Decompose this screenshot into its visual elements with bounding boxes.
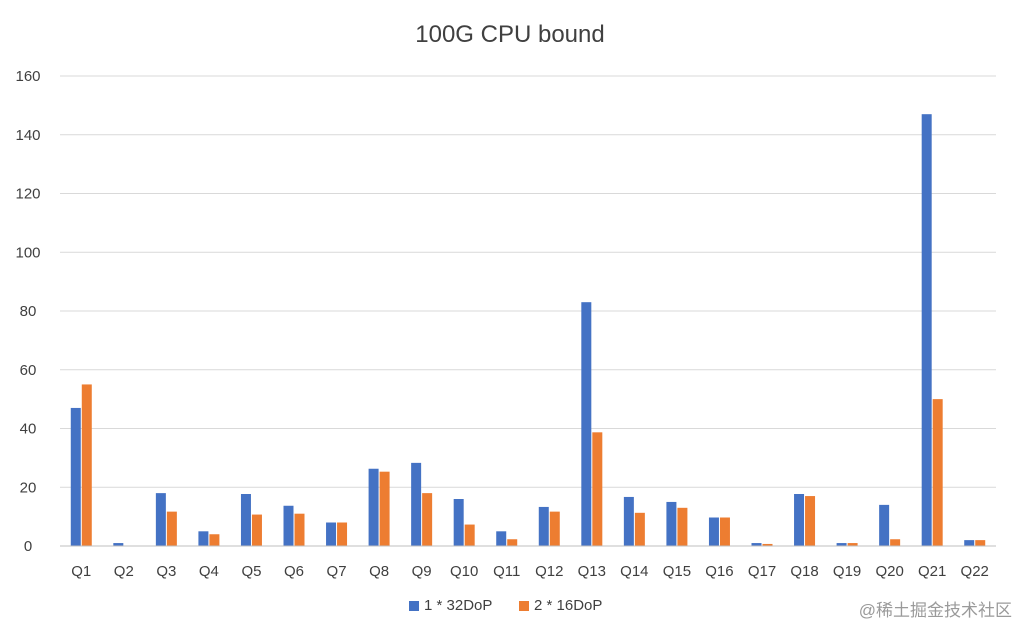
bar-q7-series-1 xyxy=(326,522,337,546)
bar-q12-series-2 xyxy=(549,511,560,546)
bar-q9-series-1 xyxy=(411,462,422,546)
x-tick-label-q19: Q19 xyxy=(833,563,861,580)
bar-q11-series-1 xyxy=(496,531,507,546)
bar-q14-series-2 xyxy=(634,512,645,546)
bar-q14-series-1 xyxy=(623,496,634,546)
bar-q18-series-1 xyxy=(794,494,805,546)
y-tick-label-140: 140 xyxy=(15,127,40,144)
x-tick-label-q6: Q6 xyxy=(284,563,304,580)
bar-q21-series-1 xyxy=(921,114,932,546)
bar-q4-series-1 xyxy=(198,531,209,546)
bar-q16-series-2 xyxy=(719,517,730,546)
x-tick-label-q10: Q10 xyxy=(450,563,478,580)
bar-q20-series-1 xyxy=(879,504,890,546)
y-tick-label-100: 100 xyxy=(15,244,40,261)
bar-q22-series-2 xyxy=(975,540,986,546)
legend-label-series-1: 1 * 32DoP xyxy=(424,597,492,614)
bar-q15-series-1 xyxy=(666,501,677,546)
y-tick-label-120: 120 xyxy=(15,186,40,203)
bar-q6-series-1 xyxy=(283,505,294,546)
bar-q22-series-1 xyxy=(964,540,975,546)
x-tick-label-q21: Q21 xyxy=(918,563,946,580)
y-tick-label-160: 160 xyxy=(15,68,40,85)
legend-swatch-series-2 xyxy=(519,601,529,611)
x-tick-label-q13: Q13 xyxy=(578,563,606,580)
x-tick-label-q9: Q9 xyxy=(412,563,432,580)
bars xyxy=(70,114,986,546)
grid-lines xyxy=(60,75,996,488)
x-tick-label-q11: Q11 xyxy=(493,563,520,580)
x-tick-label-q20: Q20 xyxy=(875,563,903,580)
bar-q5-series-1 xyxy=(240,494,251,546)
x-tick-label-q18: Q18 xyxy=(790,563,818,580)
bar-q8-series-1 xyxy=(368,468,379,546)
bar-q1-series-2 xyxy=(81,384,92,546)
x-tick-label-q7: Q7 xyxy=(327,563,347,580)
x-tick-label-q8: Q8 xyxy=(369,563,389,580)
y-tick-label-40: 40 xyxy=(20,421,37,438)
legend-label-series-2: 2 * 16DoP xyxy=(534,597,602,614)
bar-q17-series-1 xyxy=(751,543,762,546)
bar-q10-series-2 xyxy=(464,524,475,546)
bar-q20-series-2 xyxy=(890,539,901,546)
x-tick-label-q5: Q5 xyxy=(241,563,261,580)
y-tick-label-80: 80 xyxy=(20,303,37,320)
watermark: @稀土掘金技术社区 xyxy=(859,601,1012,620)
x-axis-ticks: Q1 Q2 Q3 Q4 Q5 Q6 Q7 Q8 Q9 Q10 Q11 Q12 Q13 Q14 Q15 Q16 Q… xyxy=(71,563,989,580)
bar-q12-series-1 xyxy=(538,506,549,546)
bar-q3-series-1 xyxy=(155,493,166,546)
bar-q4-series-2 xyxy=(209,534,220,546)
x-tick-label-q12: Q12 xyxy=(535,563,563,580)
bar-q15-series-2 xyxy=(677,507,688,546)
bar-q21-series-2 xyxy=(932,399,943,546)
bar-q13-series-2 xyxy=(592,432,603,546)
bar-q16-series-1 xyxy=(708,517,719,546)
bar-q13-series-1 xyxy=(581,302,592,546)
bar-q18-series-2 xyxy=(805,496,816,546)
y-tick-label-60: 60 xyxy=(20,362,37,379)
bar-q11-series-2 xyxy=(507,539,518,546)
bar-q3-series-2 xyxy=(166,511,177,546)
chart-title: 100G CPU bound xyxy=(415,21,604,48)
bar-q19-series-1 xyxy=(836,543,847,546)
bar-q9-series-2 xyxy=(422,493,433,546)
bar-q2-series-1 xyxy=(113,543,124,546)
legend-swatch-series-1 xyxy=(409,601,419,611)
x-tick-label-q1: Q1 xyxy=(71,563,91,580)
bar-q8-series-2 xyxy=(379,471,390,546)
x-tick-label-q15: Q15 xyxy=(663,563,691,580)
bar-q6-series-2 xyxy=(294,513,305,546)
bar-q1-series-1 xyxy=(70,407,81,546)
x-tick-label-q3: Q3 xyxy=(156,563,176,580)
y-tick-label-0: 0 xyxy=(24,538,32,555)
x-tick-label-q22: Q22 xyxy=(961,563,989,580)
legend: 1 * 32DoP 2 * 16DoP xyxy=(409,597,602,614)
bar-q17-series-2 xyxy=(762,543,773,546)
x-tick-label-q16: Q16 xyxy=(705,563,733,580)
bar-q5-series-2 xyxy=(251,514,262,546)
x-tick-label-q17: Q17 xyxy=(748,563,776,580)
x-tick-label-q4: Q4 xyxy=(199,563,219,580)
y-axis-ticks: 0 20 40 60 80 100 120 140 160 xyxy=(15,68,40,555)
bar-q10-series-1 xyxy=(453,499,464,546)
x-tick-label-q14: Q14 xyxy=(620,563,648,580)
bar-q7-series-2 xyxy=(337,522,348,546)
bar-q19-series-2 xyxy=(847,543,858,546)
y-tick-label-20: 20 xyxy=(20,479,37,496)
x-tick-label-q2: Q2 xyxy=(114,563,134,580)
